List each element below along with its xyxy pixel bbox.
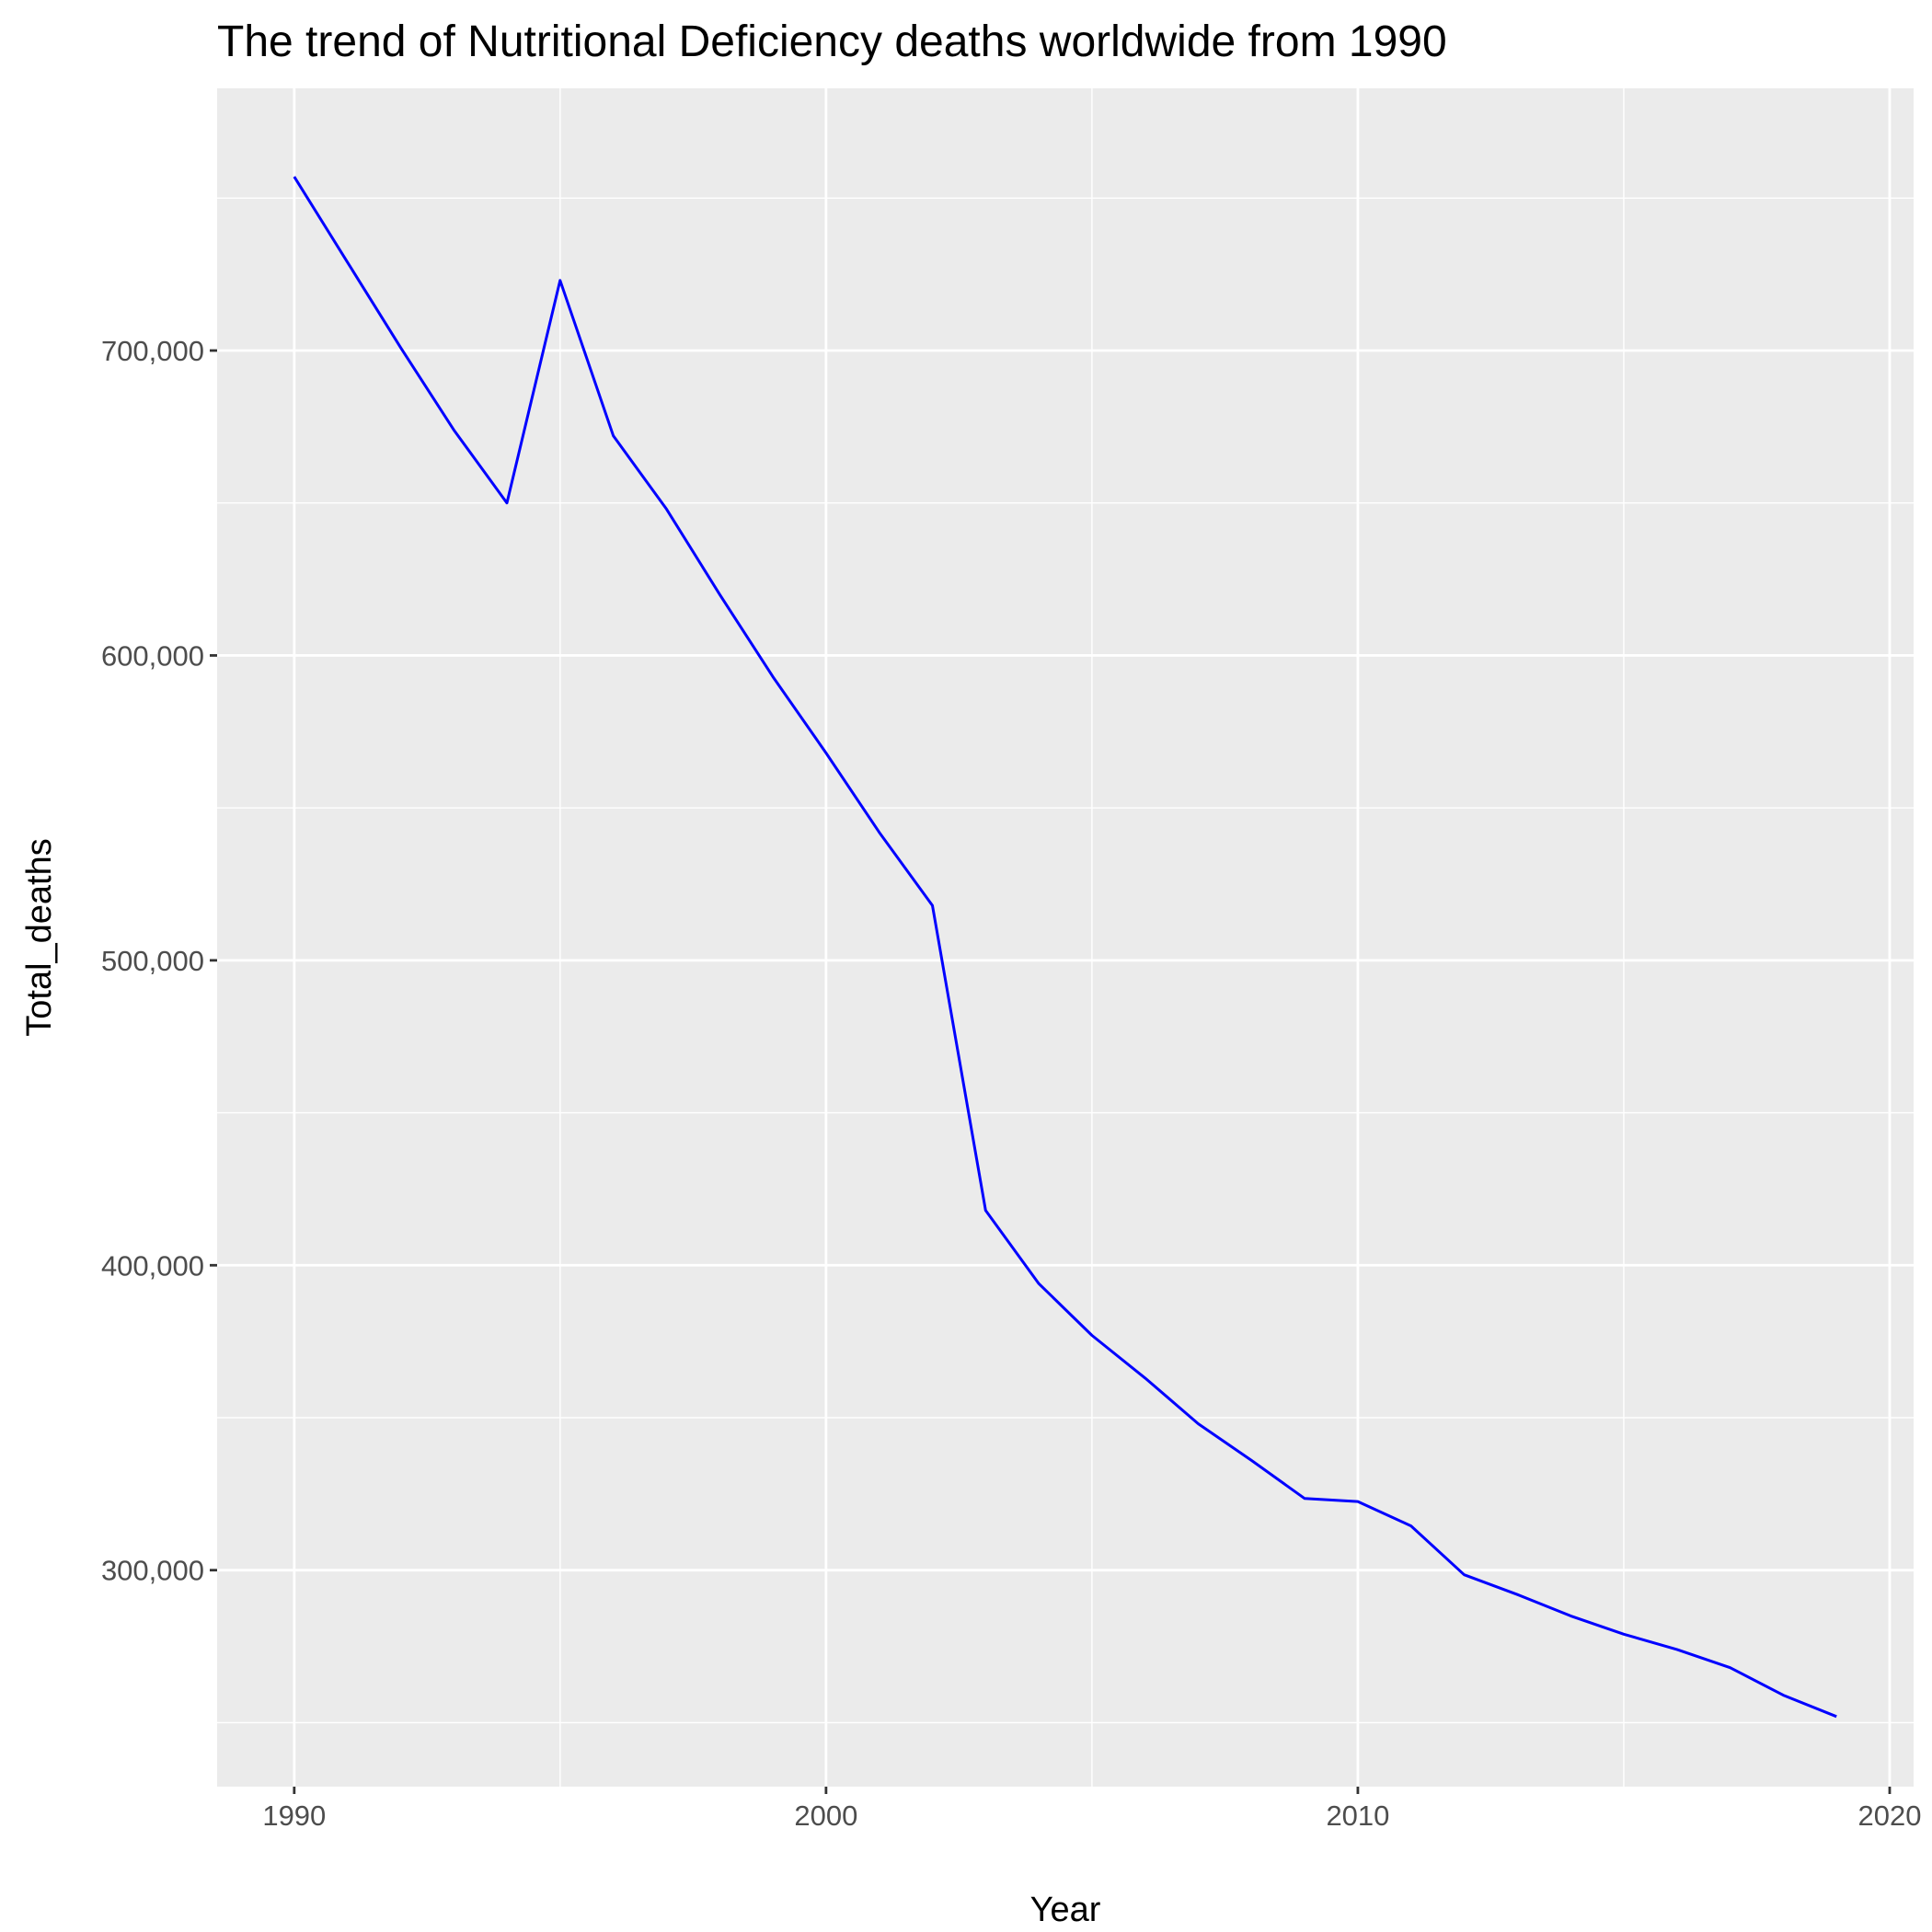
x-tick-label: 1990 — [262, 1800, 326, 1832]
x-tick-label: 2020 — [1858, 1800, 1922, 1832]
chart-title: The trend of Nutritional Deficiency deat… — [217, 17, 1447, 66]
x-axis-title: Year — [1030, 1891, 1101, 1929]
y-tick-label: 600,000 — [101, 639, 204, 672]
series-line — [293, 176, 1837, 1719]
series-layer — [293, 176, 1837, 1719]
y-tick-label: 400,000 — [101, 1249, 204, 1282]
minor-gridlines — [217, 88, 1914, 1787]
y-tick-label: 300,000 — [101, 1555, 204, 1587]
x-tick-label: 2000 — [794, 1800, 857, 1832]
x-tick-label: 2010 — [1326, 1800, 1389, 1832]
x-axis: 1990 2000 2010 2020 — [262, 1787, 1921, 1832]
y-axis: 300,000 400,000 500,000 600,000 700,000 — [101, 335, 217, 1587]
plot-panel — [217, 88, 1914, 1787]
major-gridlines — [217, 88, 1914, 1787]
y-tick-label: 500,000 — [101, 945, 204, 977]
y-tick-label: 700,000 — [101, 335, 204, 367]
y-axis-title: Total_deaths — [20, 838, 59, 1037]
